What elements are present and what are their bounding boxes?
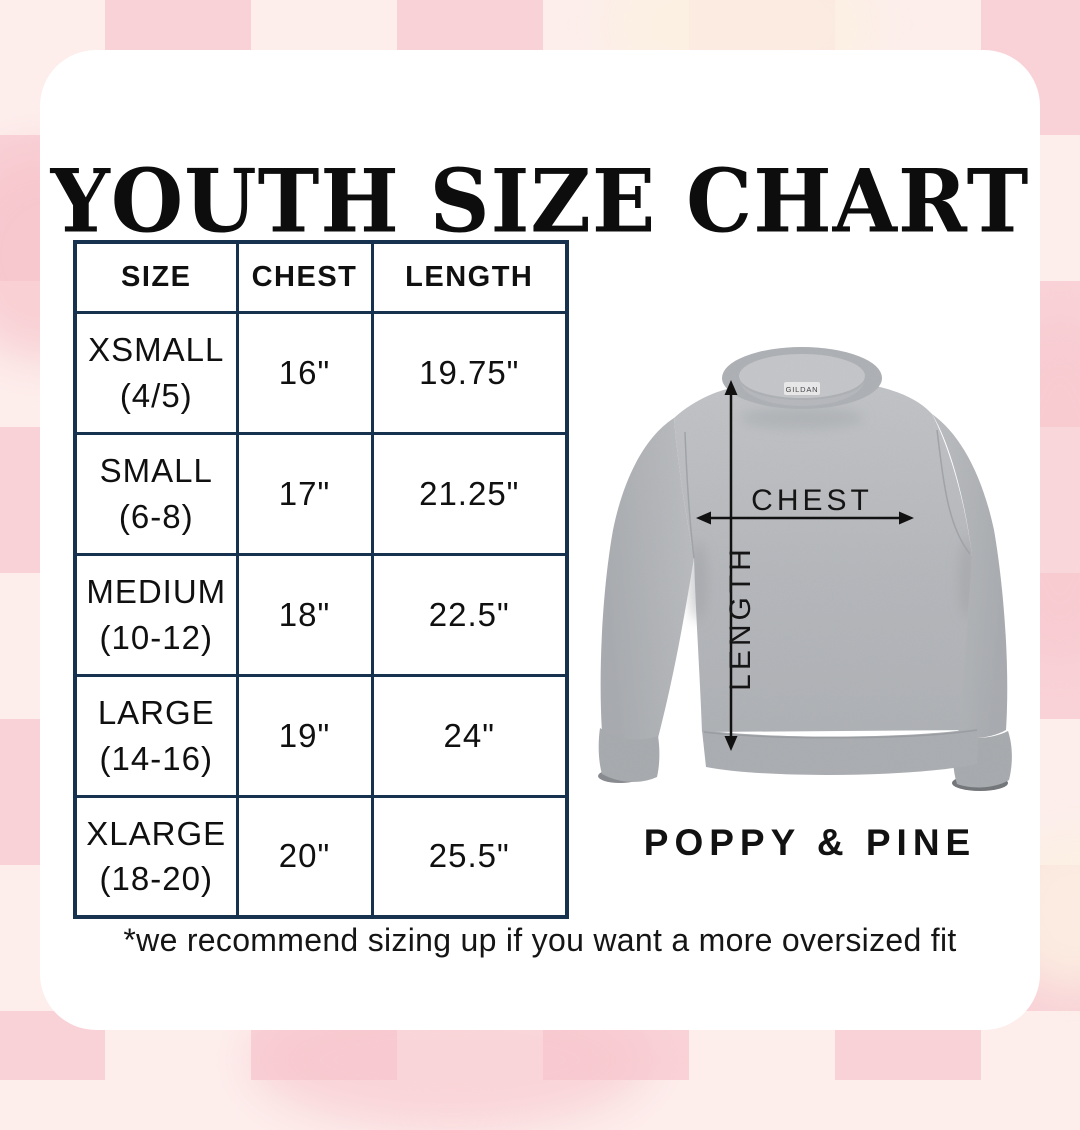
column-header-chest: CHEST — [235, 240, 374, 314]
length-cell: 22.5" — [370, 552, 569, 677]
column-header-size: SIZE — [73, 240, 239, 314]
collar-tag-text: GILDAN — [786, 385, 819, 394]
length-label: LENGTH — [724, 545, 757, 691]
chest-cell: 19" — [235, 673, 374, 798]
table-row: XSMALL (4/5) 16" 19.75" — [73, 310, 569, 435]
size-table: SIZE CHEST LENGTH XSMALL (4/5) 16" 19.75… — [73, 240, 569, 919]
page-title: YOUTH SIZE CHART — [50, 149, 1030, 253]
length-cell: 25.5" — [370, 794, 569, 919]
collar-front-edge — [740, 380, 864, 406]
table-row: LARGE (14-16) 19" 24" — [73, 673, 569, 798]
left-cuff — [598, 728, 660, 782]
size-cell: MEDIUM (10-12) — [73, 552, 239, 677]
size-cell: LARGE (14-16) — [73, 673, 239, 798]
length-cell: 21.25" — [370, 431, 569, 556]
chest-cell: 17" — [235, 431, 374, 556]
chest-cell: 16" — [235, 310, 374, 435]
chest-arrow — [696, 511, 914, 525]
size-cell: XSMALL (4/5) — [73, 310, 239, 435]
footnote-text: *we recommend sizing up if you want a mo… — [123, 922, 957, 958]
left-seam — [684, 431, 695, 559]
collar-tag — [784, 382, 820, 395]
chest-cell: 18" — [235, 552, 374, 677]
column-header-length: LENGTH — [370, 240, 569, 314]
length-cell: 19.75" — [370, 310, 569, 435]
sweatshirt-body — [674, 384, 979, 732]
left-sleeve — [600, 418, 694, 740]
length-cell: 24" — [370, 673, 569, 798]
length-arrow — [724, 380, 738, 751]
size-cell: XLARGE (18-20) — [73, 794, 239, 919]
size-cell: SMALL (6-8) — [73, 431, 239, 556]
chest-label: CHEST — [751, 484, 873, 517]
brand-name: POPPY & PINE — [643, 822, 977, 863]
hem-band — [702, 728, 979, 775]
table-row: XLARGE (18-20) 20" 25.5" — [73, 794, 569, 919]
size-chart-card: YOUTH SIZE CHART SIZE CHEST LENGTH XSMAL… — [40, 50, 1040, 1030]
table-header-row: SIZE CHEST LENGTH — [73, 240, 569, 314]
table-row: SMALL (6-8) 17" 21.25" — [73, 431, 569, 556]
right-seam — [936, 429, 971, 555]
chest-cell: 20" — [235, 794, 374, 919]
sweatshirt-garment: GILDAN — [598, 347, 1012, 791]
table-row: MEDIUM (10-12) 18" 22.5" — [73, 552, 569, 677]
collar-inside — [739, 354, 865, 398]
right-sleeve — [932, 414, 1008, 738]
sweatshirt-illustration: GILDAN CHEST LENGTH — [588, 336, 1020, 810]
